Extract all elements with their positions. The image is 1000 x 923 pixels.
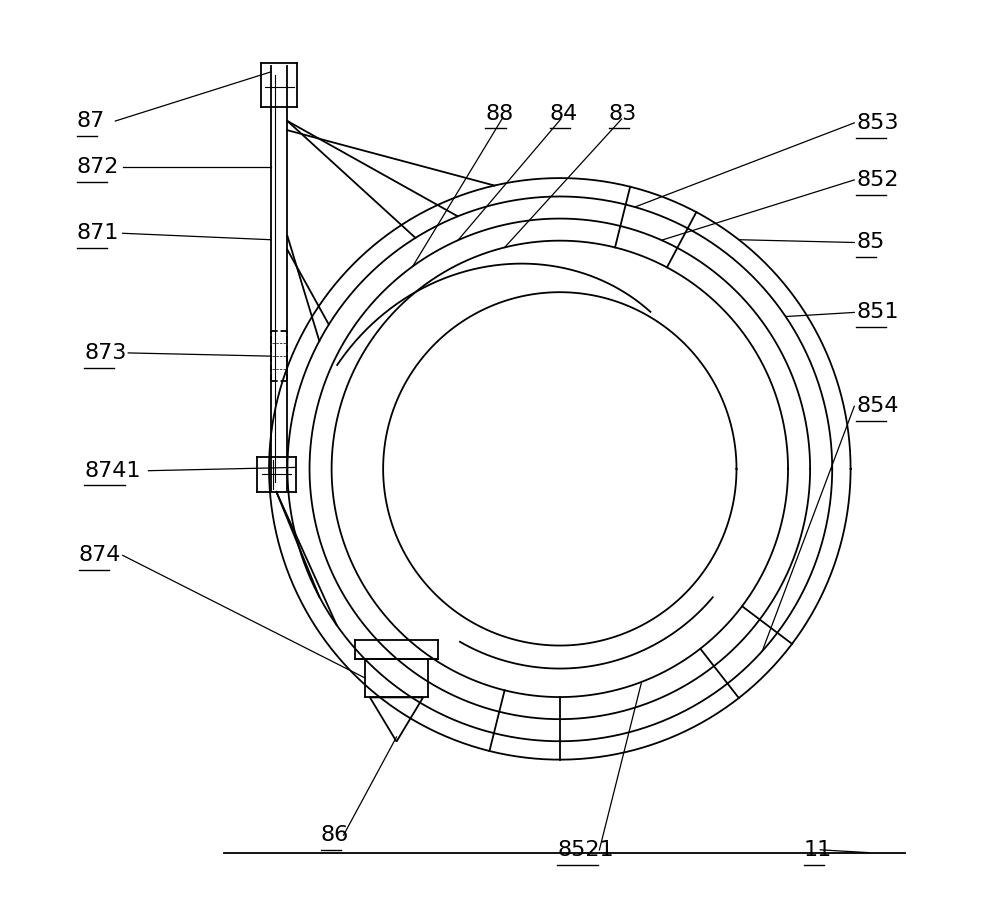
Text: 88: 88 <box>485 103 514 124</box>
Text: 873: 873 <box>84 343 126 363</box>
Text: 851: 851 <box>856 303 899 322</box>
Text: 853: 853 <box>856 113 899 133</box>
Text: 87: 87 <box>77 111 105 131</box>
Text: 8521: 8521 <box>557 840 614 860</box>
Text: 852: 852 <box>856 170 899 190</box>
Text: 85: 85 <box>856 233 885 253</box>
Text: 84: 84 <box>550 103 578 124</box>
Text: 871: 871 <box>77 223 119 244</box>
Text: 854: 854 <box>856 396 899 416</box>
Text: 86: 86 <box>321 825 349 845</box>
Text: 11: 11 <box>804 840 832 860</box>
Text: 8741: 8741 <box>84 461 141 481</box>
Text: 872: 872 <box>77 157 119 177</box>
Text: 83: 83 <box>609 103 637 124</box>
Text: 874: 874 <box>79 545 121 566</box>
